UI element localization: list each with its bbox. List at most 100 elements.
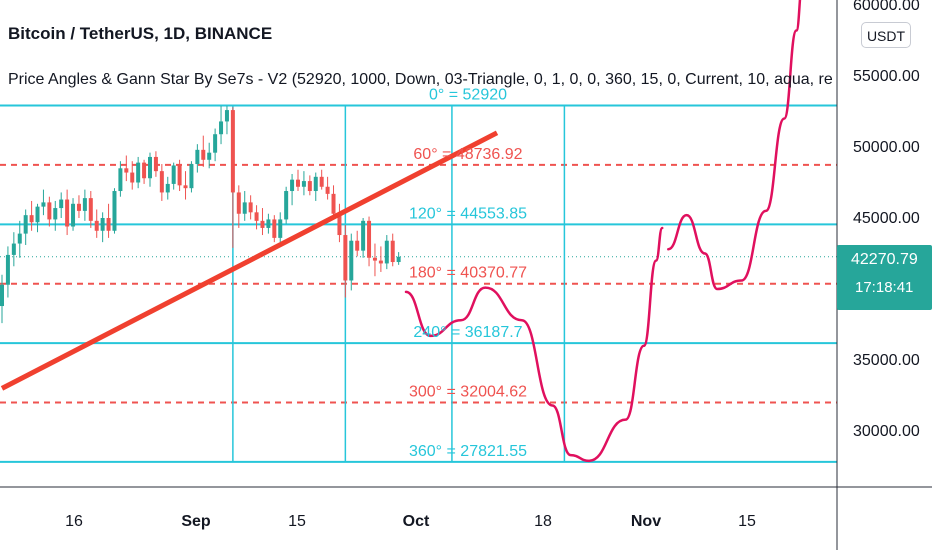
candle-body xyxy=(384,240,389,264)
candle-body xyxy=(124,168,129,173)
candle-body xyxy=(112,191,117,231)
current-price-badge: 42270.79 17:18:41 xyxy=(837,245,932,310)
price-tick-label: 30000.00 xyxy=(853,423,920,440)
price-tick-label: 50000.00 xyxy=(853,139,920,156)
candle-body xyxy=(207,152,212,160)
candlestick-series xyxy=(0,105,401,324)
candle-body xyxy=(59,199,64,209)
candle-body xyxy=(159,171,164,193)
trendline xyxy=(0,130,499,391)
candle-body xyxy=(130,172,135,183)
candle-body xyxy=(23,215,28,234)
candle-body xyxy=(349,240,354,281)
candle-body xyxy=(355,240,360,251)
gann-level-label: 0° = 52920 xyxy=(429,87,507,104)
projection-curve xyxy=(667,0,802,291)
candle-body xyxy=(29,215,34,223)
candle-body xyxy=(272,219,277,238)
time-tick-label: 16 xyxy=(65,513,83,530)
candle-body xyxy=(17,233,22,244)
candle-body xyxy=(242,202,247,214)
candle-body xyxy=(213,134,218,153)
candle-body xyxy=(11,243,16,255)
candle-body xyxy=(195,149,200,165)
candle-body xyxy=(153,156,158,172)
candle-body xyxy=(284,191,289,220)
candle-body xyxy=(94,220,99,231)
gann-level-label: 180° = 40370.77 xyxy=(409,265,527,282)
candle-body xyxy=(236,192,241,214)
projection-curve-layer xyxy=(404,0,802,463)
projection-curve xyxy=(404,286,591,463)
candle-body xyxy=(88,198,93,221)
candle-body xyxy=(367,220,372,258)
candle-body xyxy=(142,162,147,179)
gann-level-lines xyxy=(0,104,837,463)
candle-body xyxy=(319,176,324,187)
candle-body xyxy=(337,213,342,236)
chart-title: Bitcoin / TetherUS, 1D, BINANCE xyxy=(8,24,273,43)
price-tick-label: 45000.00 xyxy=(853,210,920,227)
candle-body xyxy=(278,219,283,238)
trendline-layer xyxy=(0,130,499,391)
candle-body xyxy=(301,181,306,187)
candle-body xyxy=(118,168,123,192)
candle-body xyxy=(290,179,295,192)
candle-body xyxy=(47,202,52,220)
gann-level-label: 60° = 48736.92 xyxy=(413,146,522,163)
gann-level-label: 120° = 44553.85 xyxy=(409,205,527,222)
candle-body xyxy=(396,256,401,263)
indicator-legend[interactable]: Price Angles & Gann Star By Se7s - V2 (5… xyxy=(8,71,833,88)
candle-body xyxy=(100,218,105,231)
candle-body xyxy=(325,186,330,194)
candle-body xyxy=(5,254,10,285)
price-tick-label: 60000.00 xyxy=(853,0,920,14)
candle-body xyxy=(35,206,40,223)
time-tick-label: 15 xyxy=(738,513,756,530)
candle-body xyxy=(53,208,58,220)
candle-body xyxy=(343,235,348,281)
candle-body xyxy=(266,219,271,228)
candle-body xyxy=(248,202,253,213)
candle-body xyxy=(82,198,87,211)
candle-body xyxy=(296,179,300,187)
projection-curve xyxy=(587,226,664,463)
candle-body xyxy=(189,164,194,189)
price-tick-label: 35000.00 xyxy=(853,352,920,369)
currency-unit-button[interactable]: USDT xyxy=(861,22,911,48)
candle-body xyxy=(76,203,81,211)
candle-body xyxy=(201,149,206,160)
candle-body xyxy=(224,110,229,122)
candle-body xyxy=(71,203,76,227)
current-price-value: 42270.79 xyxy=(851,251,918,268)
time-tick-label: Sep xyxy=(181,513,211,530)
gann-level-label: 240° = 36187.7 xyxy=(413,324,522,341)
candle-body xyxy=(136,162,141,183)
candle-body xyxy=(254,212,259,221)
candle-body xyxy=(260,220,265,228)
candle-body xyxy=(106,218,111,231)
time-tick-label: Nov xyxy=(631,513,661,530)
candle-body xyxy=(230,110,235,193)
gann-level-labels: 0° = 52920 60° = 48736.92 120° = 44553.85 1… xyxy=(409,87,527,460)
candle-body xyxy=(148,156,152,179)
candle-body xyxy=(331,193,336,214)
candle-body xyxy=(165,183,170,193)
candle-body xyxy=(177,165,182,186)
candle-body xyxy=(313,176,318,192)
candle-body xyxy=(390,240,395,263)
price-tick-label: 55000.00 xyxy=(853,68,920,85)
candle-body xyxy=(183,185,188,189)
candle-body xyxy=(41,202,46,207)
candle-body xyxy=(0,284,4,307)
candle-body xyxy=(372,257,377,261)
time-tick-label: 18 xyxy=(534,513,552,530)
time-tick-label: Oct xyxy=(403,513,430,530)
candle-body xyxy=(361,220,366,251)
time-tick-label: 15 xyxy=(288,513,306,530)
candle-body xyxy=(65,199,70,227)
candle-body xyxy=(378,260,383,264)
bar-countdown: 17:18:41 xyxy=(855,279,914,296)
